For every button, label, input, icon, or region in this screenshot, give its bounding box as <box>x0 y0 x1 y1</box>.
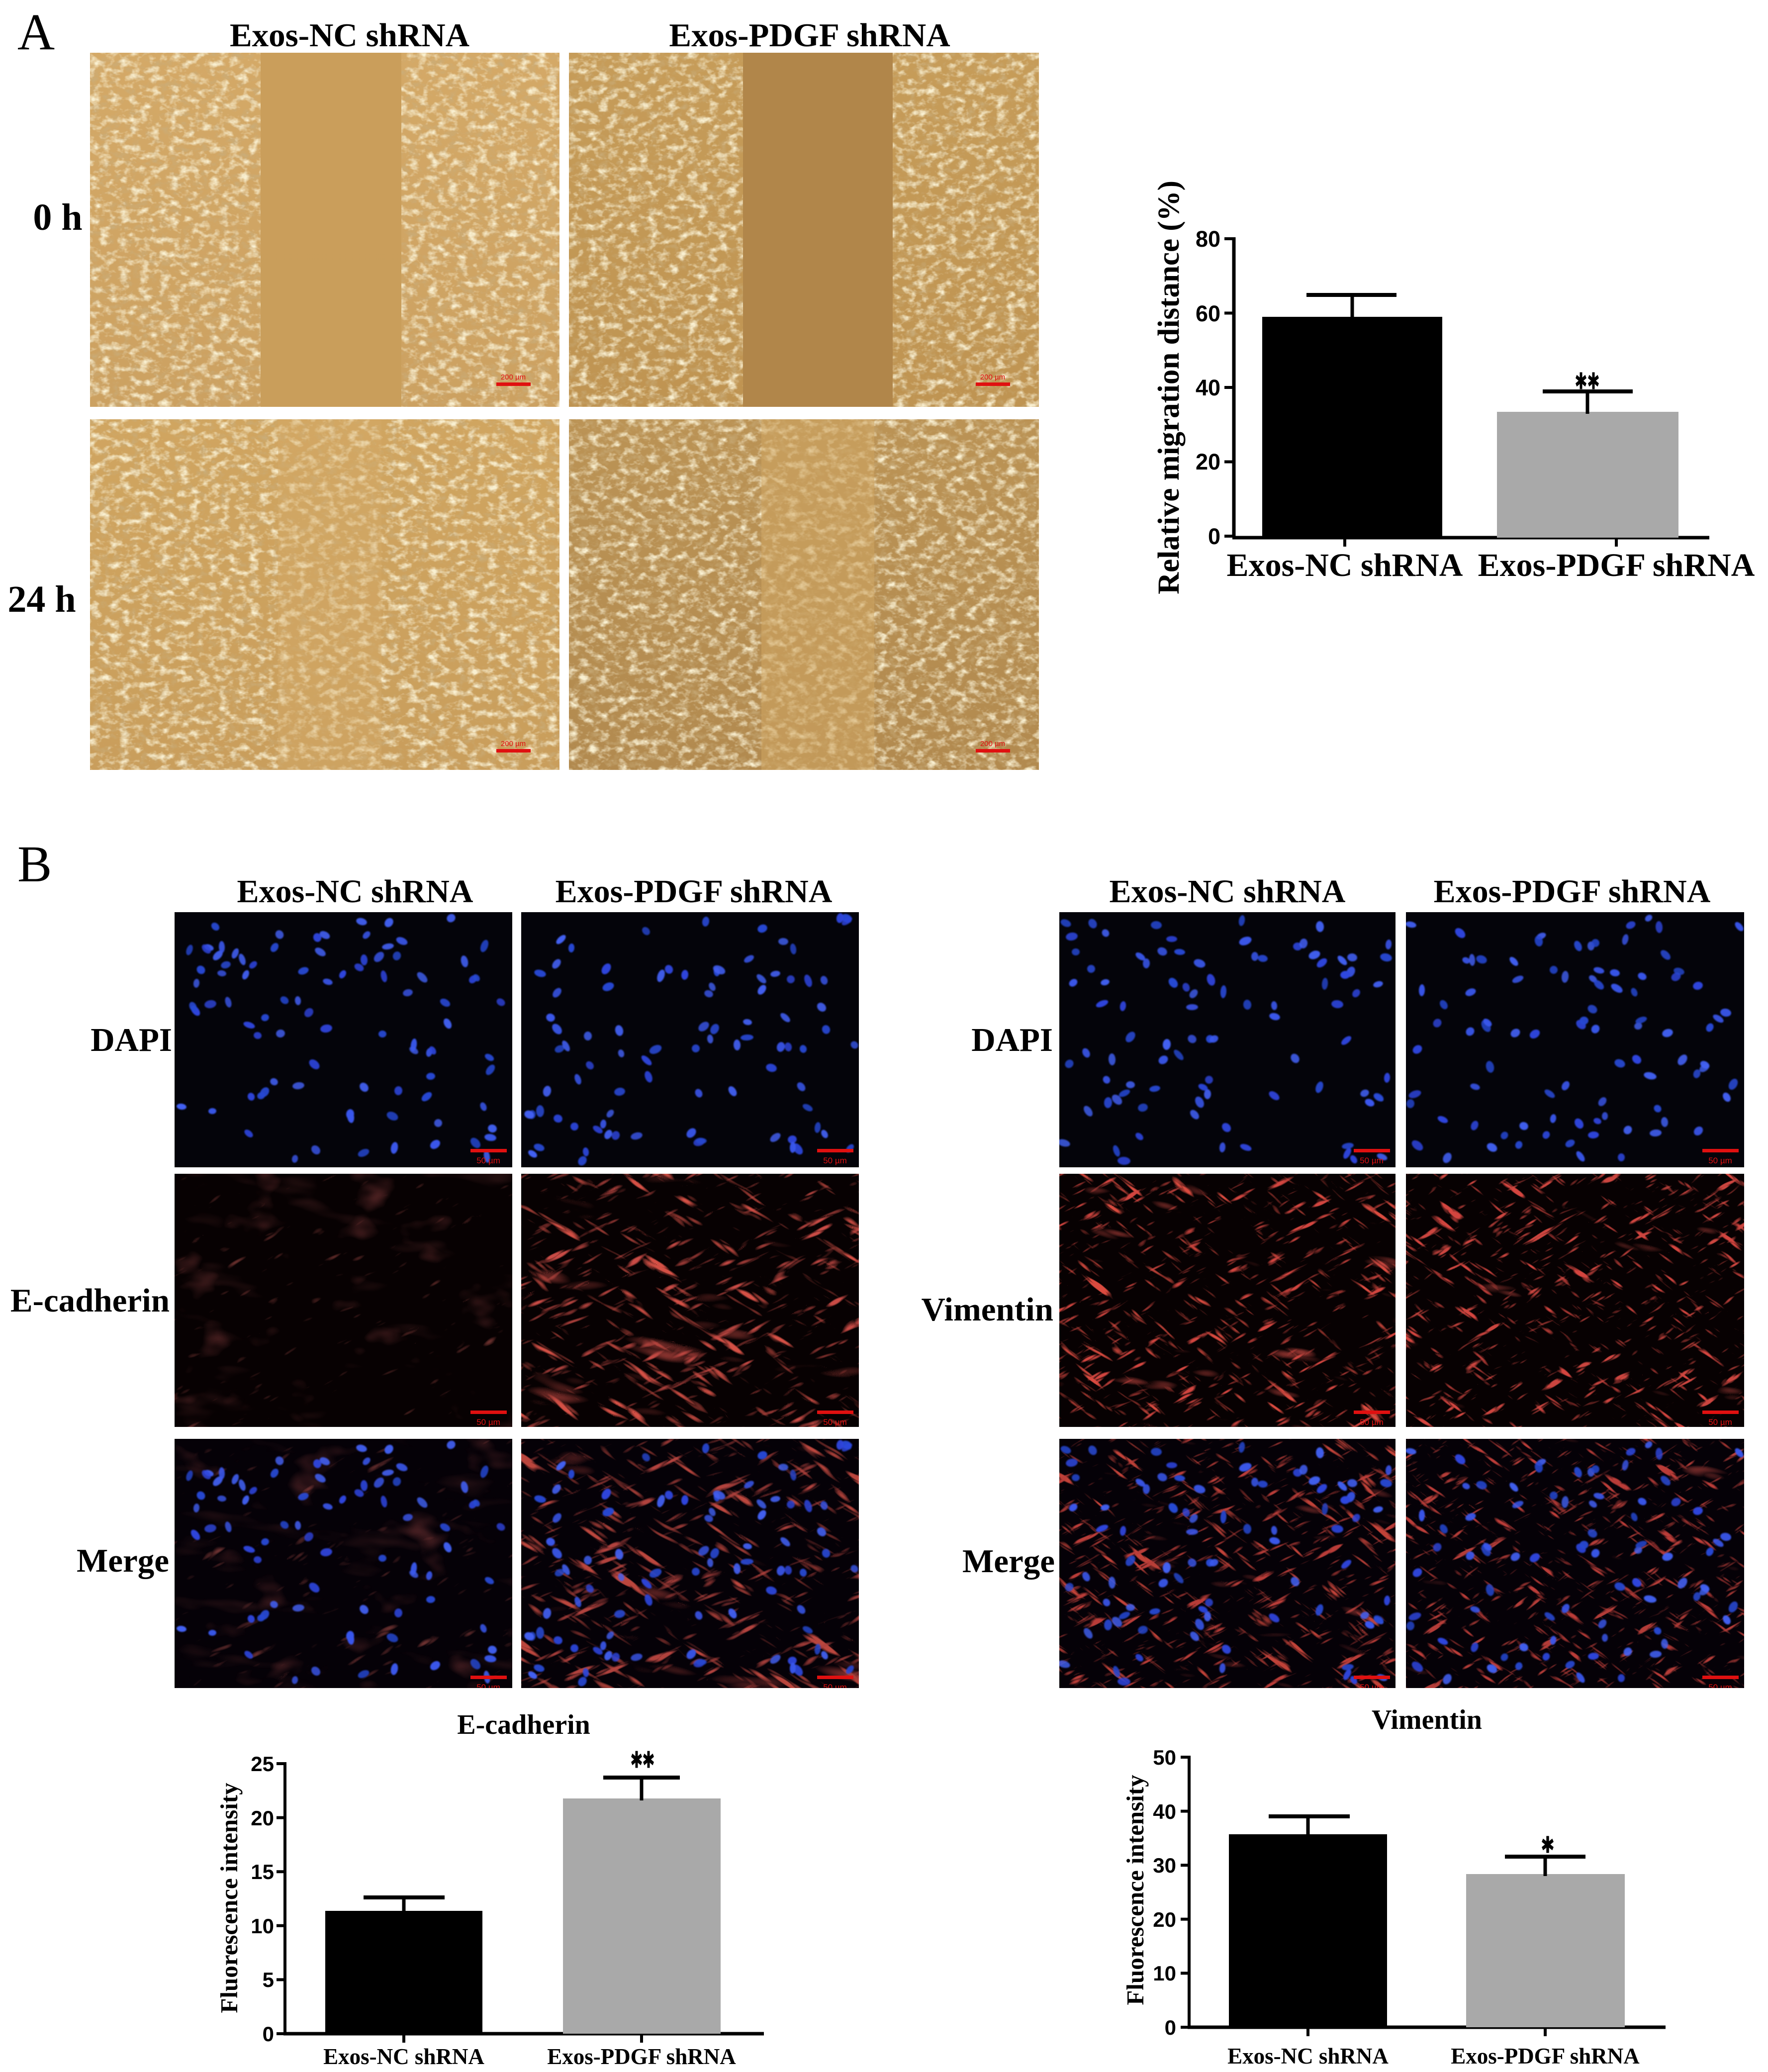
svg-text:Fluorescence intensity: Fluorescence intensity <box>215 1783 243 2013</box>
svg-text:50 µm: 50 µm <box>823 1683 847 1688</box>
svg-text:Exos-PDGF shRNA: Exos-PDGF shRNA <box>1478 547 1755 583</box>
svg-text:50: 50 <box>1153 1746 1176 1769</box>
svg-text:200 µm: 200 µm <box>980 740 1005 748</box>
svg-text:200 µm: 200 µm <box>501 373 526 381</box>
svg-text:Exos-NC shRNA: Exos-NC shRNA <box>1227 2044 1389 2069</box>
svg-text:0: 0 <box>263 2022 274 2046</box>
svg-text:0: 0 <box>1165 2016 1176 2039</box>
svg-text:200 µm: 200 µm <box>501 740 526 748</box>
svg-text:50 µm: 50 µm <box>476 1417 500 1427</box>
svg-text:15: 15 <box>251 1860 274 1884</box>
svg-text:20: 20 <box>251 1806 274 1830</box>
svg-text:Exos-NC shRNA: Exos-NC shRNA <box>1227 547 1463 583</box>
svg-text:20: 20 <box>1153 1908 1176 1931</box>
svg-text:Exos-NC shRNA: Exos-NC shRNA <box>323 2044 484 2069</box>
svg-text:25: 25 <box>251 1752 274 1776</box>
svg-text:E-cadherin: E-cadherin <box>457 1709 590 1740</box>
svg-text:50 µm: 50 µm <box>476 1156 500 1165</box>
svg-text:20: 20 <box>1196 449 1220 474</box>
svg-text:50 µm: 50 µm <box>1708 1156 1732 1165</box>
svg-text:50 µm: 50 µm <box>1360 1683 1384 1688</box>
svg-text:Exos-PDGF shRNA: Exos-PDGF shRNA <box>547 2044 736 2069</box>
svg-text:5: 5 <box>263 1968 274 1991</box>
svg-text:80: 80 <box>1196 226 1220 252</box>
svg-text:200 µm: 200 µm <box>980 373 1005 381</box>
svg-text:Fluorescence intensity: Fluorescence intensity <box>1121 1775 1149 2005</box>
svg-text:10: 10 <box>1153 1962 1176 1985</box>
svg-text:40: 40 <box>1196 375 1220 400</box>
svg-text:Exos-PDGF shRNA: Exos-PDGF shRNA <box>1451 2044 1640 2069</box>
svg-text:50 µm: 50 µm <box>476 1683 500 1688</box>
svg-text:Relative migration distance (%: Relative migration distance (%) <box>1152 181 1186 594</box>
svg-text:50 µm: 50 µm <box>1360 1417 1384 1427</box>
svg-text:10: 10 <box>251 1914 274 1938</box>
svg-text:50 µm: 50 µm <box>1708 1417 1732 1427</box>
svg-text:60: 60 <box>1196 301 1220 326</box>
svg-text:50 µm: 50 µm <box>1708 1683 1732 1688</box>
svg-text:50 µm: 50 µm <box>1360 1156 1384 1165</box>
svg-text:0: 0 <box>1208 524 1220 549</box>
svg-text:50 µm: 50 µm <box>823 1156 847 1165</box>
svg-text:50 µm: 50 µm <box>823 1417 847 1427</box>
svg-text:40: 40 <box>1153 1800 1176 1823</box>
svg-text:30: 30 <box>1153 1854 1176 1877</box>
svg-text:Vimentin: Vimentin <box>1372 1704 1482 1735</box>
